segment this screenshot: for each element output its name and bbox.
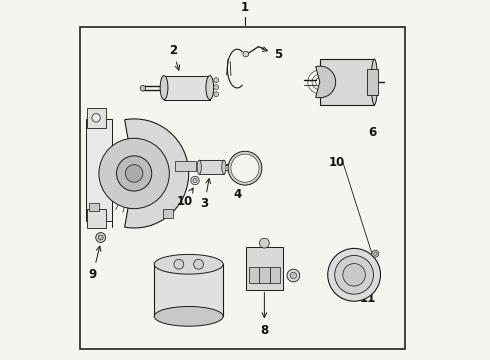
Circle shape [191,176,199,185]
Circle shape [92,114,100,122]
Bar [89,203,99,211]
Wedge shape [316,66,336,98]
Bar [87,108,106,128]
Circle shape [290,273,296,279]
Circle shape [328,248,381,301]
Circle shape [240,163,250,174]
Ellipse shape [154,255,223,274]
Circle shape [343,264,366,286]
Text: 2: 2 [169,44,180,70]
Circle shape [373,252,377,256]
Circle shape [174,259,184,269]
Circle shape [228,151,262,185]
Circle shape [214,85,219,90]
Text: 5: 5 [262,47,282,61]
Bar [368,68,378,95]
Circle shape [259,238,270,248]
Ellipse shape [197,160,201,174]
Circle shape [125,165,143,182]
Ellipse shape [154,306,223,326]
Ellipse shape [371,59,377,105]
Bar [154,264,223,316]
Bar [248,267,259,283]
Circle shape [96,233,106,242]
Bar [87,209,106,228]
Bar [163,209,172,217]
Text: 3: 3 [200,179,211,210]
Bar [164,76,210,99]
Text: 10: 10 [329,156,345,169]
Text: 4: 4 [233,161,248,201]
Circle shape [231,154,259,182]
Text: 1: 1 [241,1,249,14]
Ellipse shape [206,76,214,99]
Bar [86,119,112,221]
Circle shape [214,78,219,83]
Ellipse shape [160,76,168,99]
Circle shape [287,269,300,282]
Bar [270,267,280,283]
Bar [199,160,224,174]
Bar [259,267,270,283]
Text: 6: 6 [368,126,376,139]
Wedge shape [124,119,189,228]
Text: 11: 11 [359,292,376,305]
Text: 9: 9 [89,246,101,281]
Circle shape [372,250,379,257]
Text: 8: 8 [260,292,269,337]
Bar [320,59,374,105]
Text: 10: 10 [177,188,193,208]
Ellipse shape [140,85,146,91]
Bar [174,161,196,171]
Ellipse shape [222,160,226,174]
Circle shape [193,178,197,183]
Circle shape [243,51,248,57]
Circle shape [98,235,103,240]
Text: 7: 7 [166,286,183,304]
Circle shape [99,138,170,209]
Circle shape [214,92,219,97]
Circle shape [335,256,373,294]
Circle shape [117,156,152,191]
Bar [246,247,283,289]
Circle shape [194,259,203,269]
Circle shape [235,158,255,178]
